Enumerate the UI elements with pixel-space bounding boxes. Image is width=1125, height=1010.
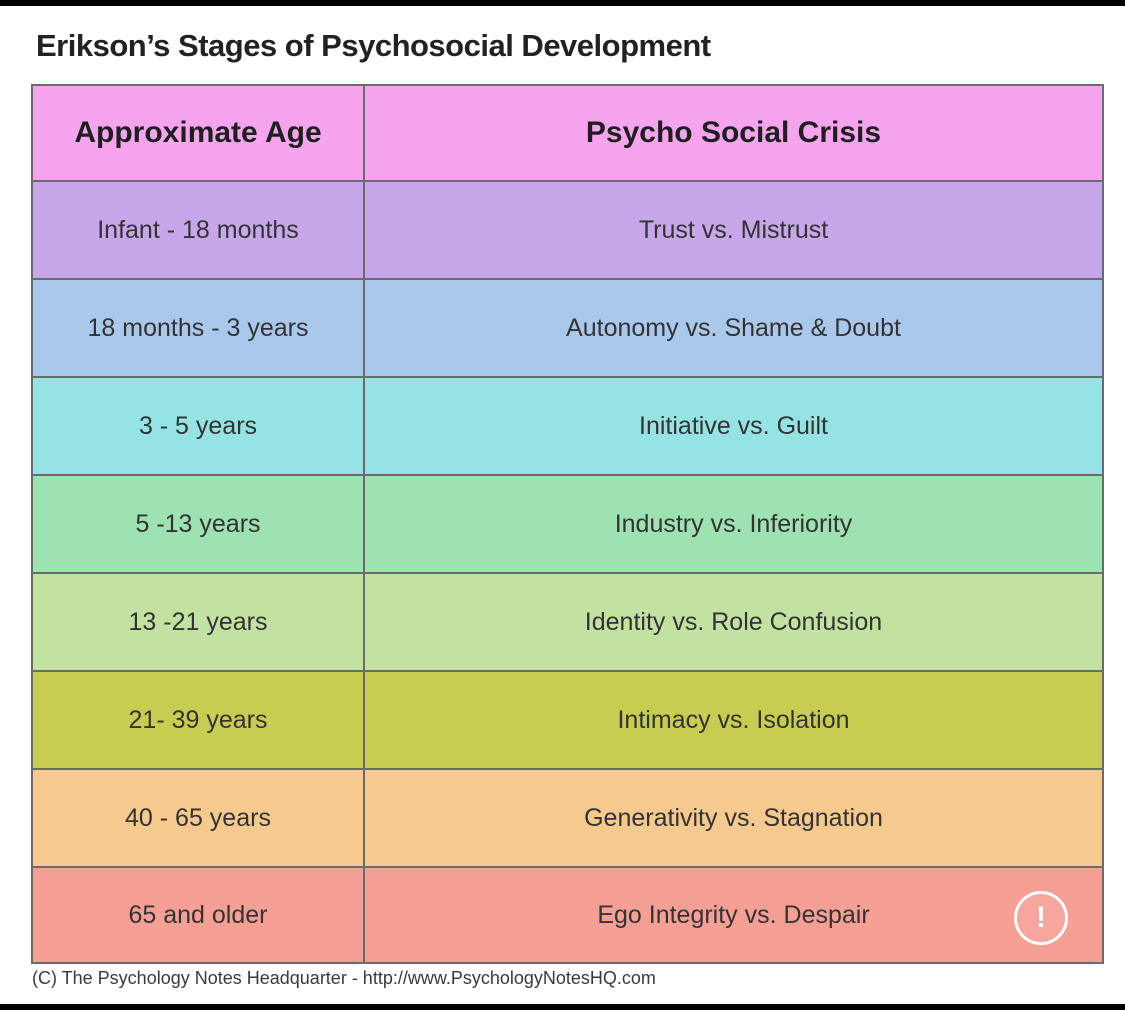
- crisis-cell: Identity vs. Role Confusion: [584, 607, 883, 636]
- table-row: 40 - 65 years Generativity vs. Stagnatio…: [33, 770, 1102, 868]
- crisis-cell: Trust vs. Mistrust: [638, 215, 829, 244]
- age-cell: 5 -13 years: [33, 476, 365, 572]
- age-cell: 40 - 65 years: [33, 770, 365, 866]
- table-row: Infant - 18 months Trust vs. Mistrust: [33, 182, 1102, 280]
- alert-button[interactable]: !: [1014, 891, 1068, 945]
- table-row: 3 - 5 years Initiative vs. Guilt: [33, 378, 1102, 476]
- crisis-cell: Initiative vs. Guilt: [639, 411, 828, 440]
- header-approximate-age: Approximate Age: [33, 86, 365, 180]
- header-psycho-social-crisis: Psycho Social Crisis: [585, 116, 882, 149]
- image-canvas: Erikson’s Stages of Psychosocial Develop…: [0, 6, 1125, 1004]
- age-cell: 13 -21 years: [33, 574, 365, 670]
- crisis-cell: Intimacy vs. Isolation: [617, 705, 850, 734]
- crisis-cell: Generativity vs. Stagnation: [584, 803, 883, 832]
- age-cell: 3 - 5 years: [33, 378, 365, 474]
- table-row: 5 -13 years Industry vs. Inferiority: [33, 476, 1102, 574]
- crisis-cell: Ego Integrity vs. Despair: [597, 900, 870, 929]
- table-row: 13 -21 years Identity vs. Role Confusion: [33, 574, 1102, 672]
- crisis-cell: Industry vs. Inferiority: [614, 509, 853, 538]
- age-cell: 65 and older: [33, 868, 365, 962]
- table-row: 18 months - 3 years Autonomy vs. Shame &…: [33, 280, 1102, 378]
- age-cell: 18 months - 3 years: [33, 280, 365, 376]
- page-title: Erikson’s Stages of Psychosocial Develop…: [36, 28, 711, 63]
- age-cell: 21- 39 years: [33, 672, 365, 768]
- exclamation-icon: !: [1036, 901, 1046, 934]
- table-header-row: Approximate Age Psycho Social Crisis: [33, 86, 1102, 182]
- crisis-cell: Autonomy vs. Shame & Doubt: [566, 313, 901, 342]
- copyright-footer: (C) The Psychology Notes Headquarter - h…: [32, 968, 656, 988]
- stages-table: Approximate Age Psycho Social Crisis Inf…: [31, 84, 1104, 964]
- table-row: 65 and older Ego Integrity vs. Despair: [33, 868, 1102, 962]
- table-row: 21- 39 years Intimacy vs. Isolation: [33, 672, 1102, 770]
- age-cell: Infant - 18 months: [33, 182, 365, 278]
